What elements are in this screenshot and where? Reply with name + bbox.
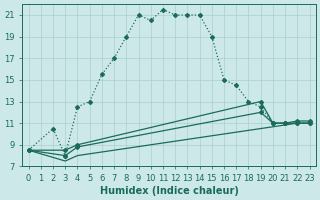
X-axis label: Humidex (Indice chaleur): Humidex (Indice chaleur) [100, 186, 238, 196]
